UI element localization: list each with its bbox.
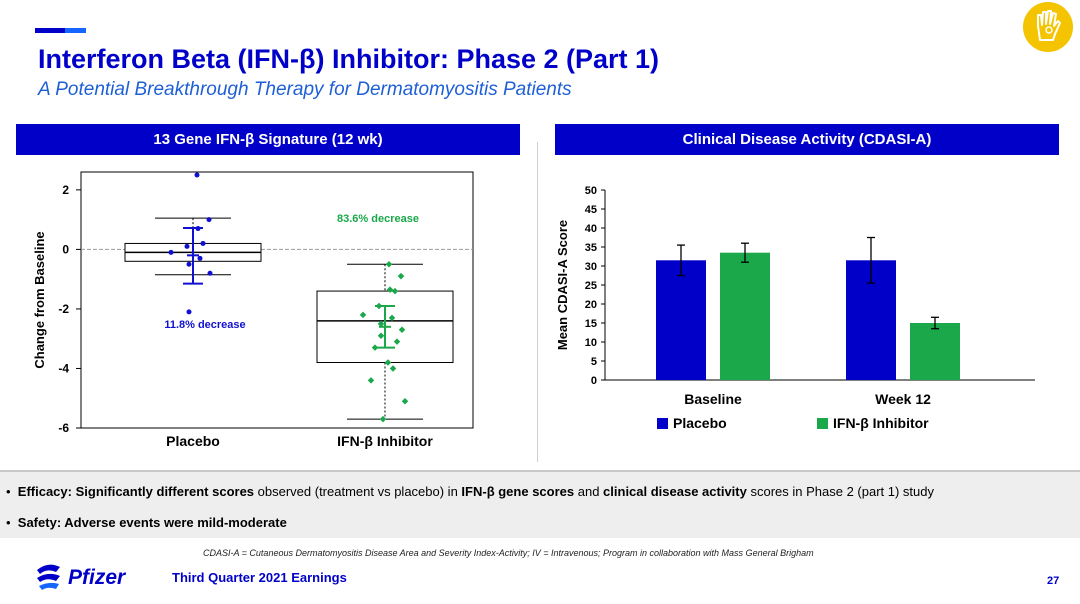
footer-text: Third Quarter 2021 Earnings (172, 570, 347, 585)
data-point (401, 397, 409, 405)
data-point (384, 359, 392, 366)
x-category-label: Placebo (166, 433, 220, 449)
data-point (379, 415, 387, 423)
data-point (385, 261, 393, 268)
data-point (388, 314, 396, 322)
data-point (184, 243, 190, 249)
plot-frame (80, 171, 474, 429)
accent-bar (35, 28, 86, 33)
y-tick-label: 0 (591, 375, 597, 387)
page-title: Interferon Beta (IFN-β) Inhibitor: Phase… (38, 44, 660, 74)
y-tick-label: 2 (62, 183, 69, 197)
data-point (200, 240, 206, 246)
bar (656, 260, 706, 380)
bar (910, 323, 960, 380)
y-tick-label: 50 (585, 185, 597, 197)
page-subtitle: A Potential Breakthrough Therapy for Der… (38, 79, 572, 100)
left-panel-header: 13 Gene IFN-β Signature (12 wk) (16, 124, 520, 155)
boxplot-chart: 2 0 -2 -4 -6 Change from Baseline Placebo 11.8%… (32, 171, 474, 449)
footnote: CDASI-A = Cutaneous Dermatomyositis Dise… (203, 548, 814, 558)
right-panel-header: Clinical Disease Activity (CDASI-A) (555, 124, 1059, 155)
panel-divider (537, 142, 538, 462)
y-tick-label: 0 (62, 242, 69, 256)
data-point (391, 287, 399, 295)
data-point (186, 261, 192, 267)
data-point (195, 226, 201, 232)
y-axis-title: Mean CDASI-A Score (555, 220, 570, 350)
hand-logo-icon (1023, 2, 1073, 52)
safety-bullet: • Safety: Adverse events were mild-moder… (6, 515, 287, 530)
data-point (398, 326, 406, 334)
data-point (393, 338, 401, 345)
data-point (194, 172, 200, 178)
legend-label: Placebo (673, 415, 727, 431)
pfizer-wordmark: Pfizer (68, 566, 127, 589)
y-tick-label: 35 (585, 242, 597, 254)
data-point (197, 255, 203, 261)
x-category-label: Week 12 (875, 391, 931, 407)
bullets-panel: • Efficacy: Significantly different scor… (0, 470, 1080, 538)
bar (720, 252, 770, 380)
bar-chart: 0 5 10 15 20 25 30 35 40 45 50 Mean CDASI-A Score Ba… (555, 185, 1035, 431)
efficacy-bullet: • Efficacy: Significantly different scor… (6, 484, 935, 499)
y-tick-label: 40 (585, 223, 597, 235)
y-tick-label: 20 (585, 299, 597, 311)
annotation: 83.6% decrease (337, 213, 419, 225)
data-point (375, 302, 383, 310)
y-tick-label: 5 (591, 356, 597, 368)
data-point (367, 377, 375, 384)
data-point (186, 309, 192, 315)
legend-swatch (817, 418, 828, 429)
data-point (207, 270, 213, 276)
data-point (371, 344, 379, 351)
x-category-label: IFN-β Inhibitor (337, 433, 433, 449)
y-axis-title: Change from Baseline (32, 231, 47, 368)
legend-label: IFN-β Inhibitor (833, 415, 929, 431)
data-point (389, 365, 397, 372)
y-tick-label: 45 (585, 204, 597, 216)
data-point (377, 332, 385, 339)
data-point (386, 286, 394, 293)
y-tick-label: 15 (585, 318, 597, 330)
x-category-label: Baseline (684, 391, 742, 407)
y-tick-label: -6 (58, 421, 69, 435)
data-point (397, 272, 405, 280)
data-point (206, 217, 212, 223)
y-tick-label: -2 (58, 302, 69, 316)
data-point (168, 249, 174, 255)
data-point (377, 320, 385, 328)
y-tick-label: 10 (585, 337, 597, 349)
page-number: 27 (1047, 575, 1060, 587)
legend-swatch (657, 418, 668, 429)
pfizer-logo: Pfizer (34, 560, 144, 599)
annotation: 11.8% decrease (164, 319, 245, 331)
y-tick-label: -4 (58, 361, 69, 375)
y-tick-label: 25 (585, 280, 597, 292)
data-point (359, 311, 367, 319)
y-tick-label: 30 (585, 261, 597, 273)
